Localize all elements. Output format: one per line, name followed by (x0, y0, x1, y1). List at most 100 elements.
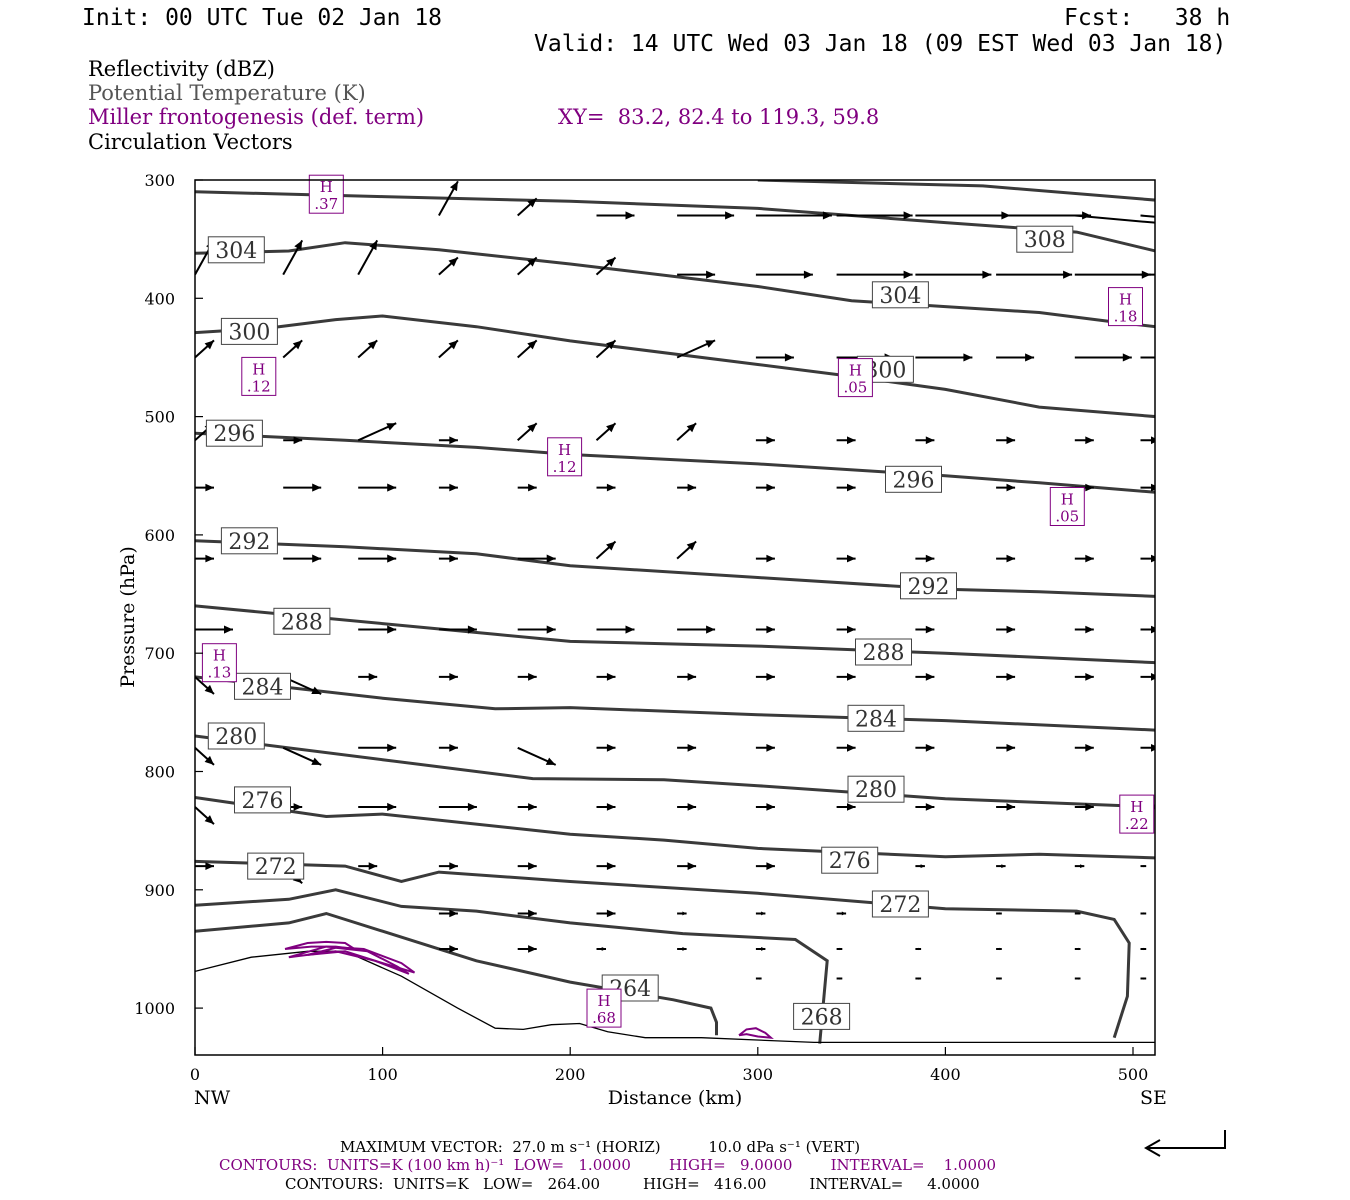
circulation-vector (996, 864, 1006, 869)
frontogenesis-max: H.12 (547, 437, 583, 477)
circulation-vector (517, 625, 556, 634)
y-tick-label: 1000 (134, 999, 175, 1018)
circulation-vector (755, 211, 832, 220)
circulation-vector (596, 803, 616, 811)
circulation-vector (677, 911, 687, 916)
circulation-vector (1074, 214, 1155, 224)
circulation-vector (836, 483, 856, 492)
legend-reflectivity: Reflectivity (dBZ) (88, 57, 276, 81)
legend-frontogenesis: Miller frontogenesis (def. term) (88, 105, 425, 129)
circulation-vector (517, 554, 556, 563)
circulation-vector (836, 947, 843, 951)
x-tick-label: 500 (1118, 1065, 1149, 1084)
circulation-vector (357, 422, 397, 442)
circulation-vector (915, 436, 935, 445)
circulation-vector (1074, 744, 1094, 752)
svg-text:308: 308 (1024, 228, 1066, 253)
frontogenesis-max: H.37 (308, 174, 344, 214)
circulation-vector (1074, 270, 1151, 279)
svg-text:.05: .05 (1055, 508, 1079, 526)
circulation-vector (195, 554, 214, 563)
circulation-vector (1140, 947, 1147, 951)
circulation-vector (677, 862, 697, 870)
circulation-vector (195, 625, 233, 634)
circulation-vector (915, 554, 935, 563)
circulation-vector (517, 746, 557, 766)
circulation-vector (915, 977, 922, 980)
circulation-vector (755, 353, 794, 362)
circulation-vector (517, 673, 537, 681)
circulation-vector (836, 803, 856, 811)
circulation-vector (996, 947, 1002, 951)
contours-note-frontogenesis: CONTOURS: UNITS=K (100 km h)⁻¹ LOW= 1.00… (219, 1156, 997, 1174)
circulation-vector (283, 436, 303, 445)
svg-text:.22: .22 (1125, 815, 1149, 833)
circulation-vector (358, 483, 397, 492)
contour-label: 304 (871, 281, 929, 309)
frontogenesis-contour-3 (307, 946, 410, 975)
circulation-vector (282, 746, 322, 766)
contour-label: 300 (220, 317, 278, 345)
circulation-vector (596, 211, 635, 220)
contour-label: 296 (205, 419, 263, 447)
x-tick-label: 300 (743, 1065, 774, 1084)
circulation-vector (836, 625, 856, 634)
circulation-vector (358, 802, 397, 811)
svg-text:.18: .18 (1114, 308, 1138, 326)
svg-text:.13: .13 (207, 664, 231, 682)
svg-text:292: 292 (228, 530, 270, 555)
contour-label: 304 (207, 236, 265, 264)
circulation-vector (282, 339, 303, 359)
circulation-vector (438, 339, 459, 359)
circulation-vector (677, 483, 697, 492)
circulation-vector (1074, 947, 1081, 951)
circulation-vector (357, 239, 379, 276)
circulation-vector (676, 540, 697, 560)
theta-contour-300 (195, 241, 1155, 329)
circulation-vector (755, 862, 775, 870)
frontogenesis-max: H.18 (1108, 287, 1143, 327)
y-tick-label: 800 (144, 763, 175, 782)
max-vector-note: MAXIMUM VECTOR: 27.0 m s⁻¹ (HORIZ) 10.0 … (340, 1138, 861, 1156)
svg-text:H: H (1119, 291, 1132, 309)
circulation-vector (1074, 673, 1094, 681)
x-tick-label: 400 (930, 1065, 961, 1084)
circulation-vector (596, 947, 606, 951)
circulation-vector (517, 197, 538, 217)
circulation-vector (438, 909, 458, 918)
circulation-vector (596, 744, 616, 752)
svg-text:.12: .12 (553, 458, 577, 476)
circulation-vector (595, 339, 617, 359)
circulation-vector (358, 554, 397, 563)
svg-text:H: H (1130, 798, 1143, 816)
circulation-vector (195, 676, 215, 695)
circulation-vector (438, 554, 458, 563)
circulation-vector (996, 270, 1073, 279)
contours-note-theta: CONTOURS: UNITS=K LOW= 264.00 HIGH= 416.… (285, 1175, 980, 1193)
circulation-vector (755, 977, 762, 980)
frontogenesis-max: H.13 (201, 643, 237, 683)
theta-contour-280 (195, 675, 1155, 732)
circulation-vector (517, 422, 538, 442)
circulation-vector (596, 673, 616, 681)
circulation-vector (596, 862, 616, 870)
circulation-vector (357, 339, 378, 359)
svg-text:H: H (1061, 491, 1074, 509)
frontogenesis-max: H.68 (586, 988, 622, 1028)
svg-text:.05: .05 (843, 379, 867, 397)
svg-text:300: 300 (228, 320, 270, 345)
legend-theta: Potential Temperature (K) (88, 81, 366, 105)
circulation-vector (1074, 554, 1094, 563)
x-axis-label: Distance (km) (608, 1087, 743, 1109)
y-tick-label: 300 (144, 171, 175, 190)
circulation-vector (195, 747, 215, 766)
theta-contour-272 (195, 796, 1155, 860)
circulation-vector (996, 673, 1016, 681)
circulation-vector (195, 483, 214, 492)
circulation-vector (358, 862, 378, 870)
reference-vector-icon (1143, 1130, 1226, 1157)
y-tick-label: 600 (144, 526, 175, 545)
circulation-vector (283, 483, 322, 492)
circulation-vector (596, 483, 616, 492)
circulation-vector (915, 744, 935, 752)
